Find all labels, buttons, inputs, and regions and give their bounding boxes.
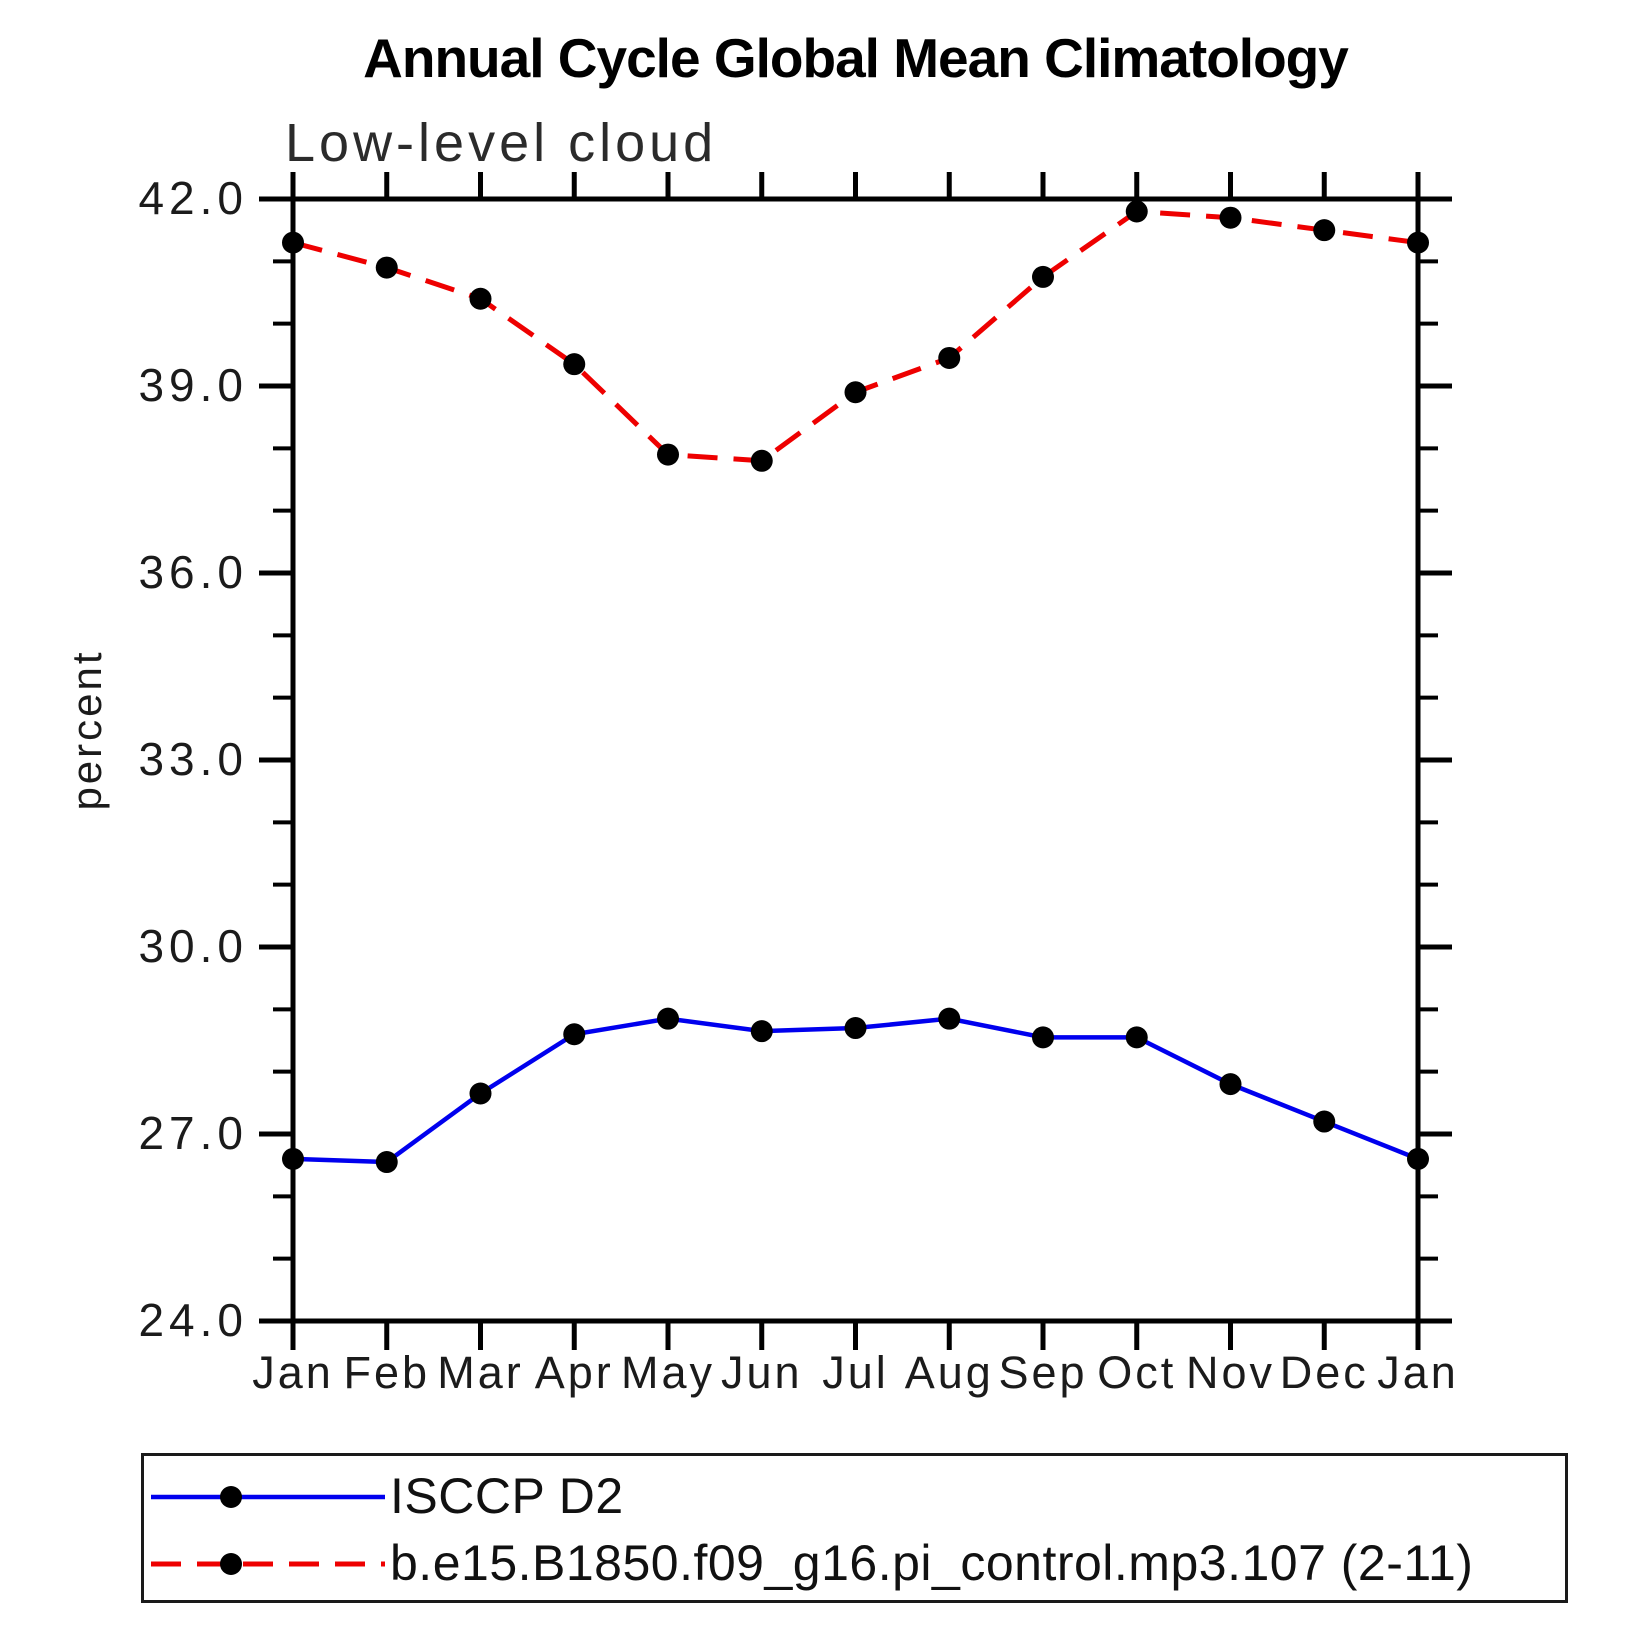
y-tick-label: 42.0 — [138, 172, 248, 225]
legend-series-label: ISCCP D2 — [390, 1467, 624, 1524]
legend-box: ISCCP D2 b.e15.B1850.f09_g16.pi_control.m… — [141, 1453, 1568, 1603]
x-tick-label: Sep — [998, 1347, 1088, 1398]
legend-row: ISCCP D2 — [144, 1468, 1565, 1524]
legend-marker-dot-icon — [220, 1486, 242, 1508]
y-tick-label: 30.0 — [138, 920, 248, 973]
x-tick-label: Jan — [252, 1347, 334, 1398]
x-tick-label: Mar — [437, 1347, 524, 1398]
legend-row: b.e15.B1850.f09_g16.pi_control.mp3.107 (… — [144, 1535, 1565, 1591]
chart-title: Annual Cycle Global Mean Climatology — [363, 27, 1349, 89]
y-tick-label: 39.0 — [138, 359, 248, 412]
y-tick-label: 33.0 — [138, 733, 248, 786]
x-tick-label: Oct — [1097, 1347, 1177, 1398]
y-tick-label: 27.0 — [138, 1107, 248, 1160]
x-tick-label: Nov — [1185, 1347, 1276, 1398]
x-tick-label: Jan — [1377, 1347, 1459, 1398]
x-tick-label: Jun — [720, 1347, 803, 1398]
x-tick-label: Feb — [343, 1347, 431, 1398]
x-tick-label: Aug — [904, 1347, 994, 1398]
chart-subtitle: Low-level cloud — [285, 113, 718, 173]
x-tick-label: Dec — [1279, 1347, 1369, 1398]
y-tick-label: 36.0 — [138, 546, 248, 599]
legend-marker-dot-icon — [220, 1553, 242, 1575]
x-tick-label: May — [620, 1347, 715, 1398]
legend-line-sample — [151, 1486, 385, 1508]
legend-series-label: b.e15.B1850.f09_g16.pi_control.mp3.107 (… — [390, 1534, 1474, 1591]
x-tick-label: Apr — [534, 1347, 614, 1398]
y-tick-label: 24.0 — [138, 1294, 248, 1347]
x-tick-label: Jul — [822, 1347, 889, 1398]
legend-line-sample — [151, 1553, 385, 1575]
